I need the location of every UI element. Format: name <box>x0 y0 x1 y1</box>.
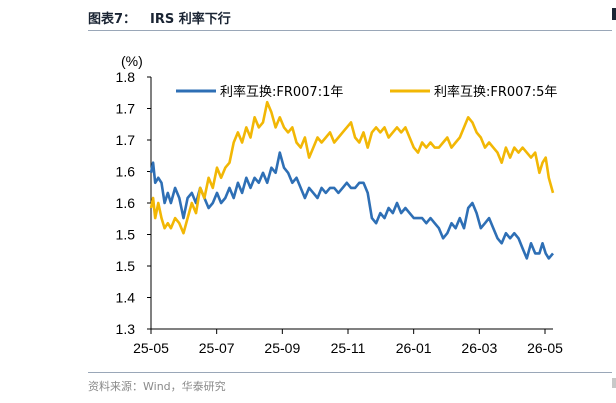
figure-number: 图表7： <box>88 12 137 27</box>
edge-mark-bottom <box>612 378 616 388</box>
line-chart: 1.3 1.4 1.5 1.5 1.6 1.6 1.7 1.7 1.8(%) 25-05 25-07… <box>116 53 564 356</box>
y-tick-label: 1.7 <box>116 101 136 117</box>
figure-title-text: IRS 利率下行 <box>150 12 231 27</box>
edge-mark <box>612 8 616 20</box>
x-tick-label: 26-05 <box>527 340 563 356</box>
y-tick-label: 1.6 <box>116 195 136 211</box>
y-tick-label: 1.6 <box>116 164 136 180</box>
top-divider <box>88 30 612 31</box>
bottom-divider <box>88 372 612 373</box>
x-tick-label: 26-01 <box>396 340 432 356</box>
x-tick-label: 25-07 <box>199 340 235 356</box>
y-tick-label: 1.4 <box>116 290 136 306</box>
x-tick-label: 25-09 <box>264 340 300 356</box>
y-tick-label: 1.3 <box>116 321 136 337</box>
y-tick-label: 1.5 <box>116 227 136 243</box>
y-tick-label: 1.7 <box>116 132 136 148</box>
x-tick-label: 26-03 <box>461 340 497 356</box>
x-tick-label: 25-11 <box>331 340 366 356</box>
legend-label-1: 利率互换:FR007:1年 <box>220 84 343 100</box>
x-tick-label: 25-05 <box>133 340 169 356</box>
y-tick-label: 1.5 <box>116 258 136 274</box>
y-tick-label: 1.8 <box>116 69 136 85</box>
series-line-1 <box>149 151 554 260</box>
series-line-2 <box>149 100 555 235</box>
source-note: 资料来源：Wind，华泰研究 <box>88 380 226 393</box>
y-axis-label: (%) <box>121 53 143 69</box>
figure-title: 图表7： IRS 利率下行 <box>88 8 245 27</box>
legend-label-2: 利率互换:FR007:5年 <box>434 84 557 100</box>
